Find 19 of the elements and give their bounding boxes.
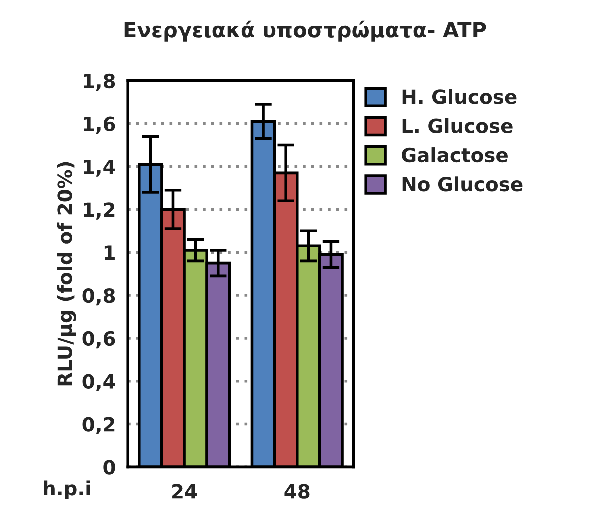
legend-label: L. Glucose [402, 118, 513, 134]
y-tick-label: 0 [104, 460, 116, 475]
y-tick-label: 1,2 [84, 202, 115, 220]
y-tick-label: 0,8 [82, 288, 116, 306]
y-tick-label: 0,2 [82, 417, 115, 434]
y-tick-label: 1,6 [84, 116, 116, 134]
legend-label: H. Glucose [402, 89, 517, 104]
legend-label: No Glucose [402, 176, 523, 192]
chart-title: Ενεργειακά υποστρώματα- ATP [124, 20, 486, 42]
y-tick-label: 1,4 [84, 160, 116, 177]
x-tick-label: 48 [284, 484, 310, 499]
legend-label: Galactose [402, 148, 508, 163]
y-tick-label: 1,8 [84, 74, 116, 92]
y-tick-label: 0,4 [82, 374, 116, 392]
y-tick-label: 0,6 [82, 331, 116, 349]
x-tick-label: 24 [172, 484, 198, 499]
x-axis-title: h.p.i [44, 480, 90, 500]
y-axis-title: RLU/μg (fold of 20%) [57, 162, 76, 386]
y-tick-label: 1 [104, 246, 115, 260]
